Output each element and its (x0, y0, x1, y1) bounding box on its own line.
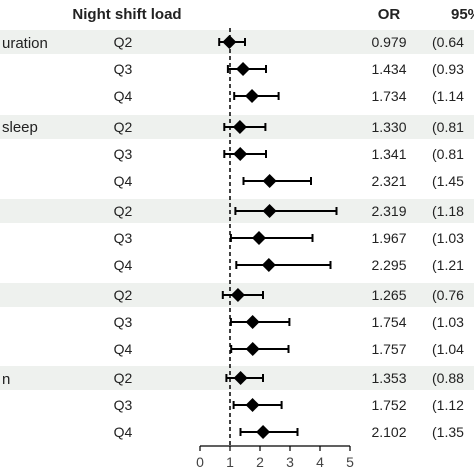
or-point-g1-q4 (262, 174, 277, 188)
ci-value-g2-q2: (1.18 (432, 203, 464, 219)
or-value-g3-q4: 1.757 (371, 341, 406, 357)
ci-value-g3-q3: (1.03 (432, 314, 464, 330)
quartile-label-g2-q2: Q2 (114, 203, 133, 219)
ci-value-g3-q4: (1.04 (432, 341, 464, 357)
group-label-fifth: n (2, 371, 10, 388)
x-tick-label-3: 3 (286, 454, 294, 470)
header-ci: 95% (451, 6, 474, 23)
header-or: OR (378, 6, 401, 23)
quartile-label-g0-q4: Q4 (114, 88, 133, 104)
or-point-g2-q2 (262, 204, 277, 218)
ci-value-g4-q2: (0.88 (432, 370, 464, 386)
quartile-label-g4-q3: Q3 (114, 397, 133, 413)
or-point-g0-q3 (236, 62, 251, 76)
or-point-g4-q4 (256, 425, 271, 439)
x-tick-label-4: 4 (316, 454, 324, 470)
ci-value-g0-q3: (0.93 (432, 61, 464, 77)
x-tick-label-5: 5 (346, 454, 354, 470)
or-value-g4-q4: 2.102 (371, 424, 406, 440)
or-point-g0-q4 (245, 89, 260, 103)
or-point-g2-q3 (252, 231, 267, 245)
x-tick-label-0: 0 (196, 454, 204, 470)
or-point-g4-q2 (233, 371, 248, 385)
or-value-g4-q2: 1.353 (371, 370, 406, 386)
group-label-duration: uration (2, 35, 48, 52)
or-value-g2-q2: 2.319 (371, 203, 406, 219)
ci-value-g4-q4: (1.35 (432, 424, 464, 440)
group-label-sleep: sleep (2, 119, 38, 136)
or-value-g4-q3: 1.752 (371, 397, 406, 413)
quartile-label-g2-q3: Q3 (114, 230, 133, 246)
ci-value-g2-q4: (1.21 (432, 257, 464, 273)
or-point-g3-q4 (245, 342, 260, 356)
quartile-label-g0-q2: Q2 (114, 34, 133, 50)
or-value-g3-q3: 1.754 (371, 314, 406, 330)
quartile-label-g3-q4: Q4 (114, 341, 133, 357)
or-point-g4-q3 (245, 398, 260, 412)
header-night-shift-load: Night shift load (72, 6, 181, 23)
or-value-g1-q3: 1.341 (371, 146, 406, 162)
or-value-g1-q2: 1.330 (371, 119, 406, 135)
x-axis: 0 1 2 3 4 5 (196, 445, 354, 470)
or-value-g0-q3: 1.434 (371, 61, 406, 77)
quartile-label-g1-q4: Q4 (114, 173, 133, 189)
ci-value-g1-q3: (0.81 (432, 146, 464, 162)
ci-value-g2-q3: (1.03 (432, 230, 464, 246)
or-value-g1-q4: 2.321 (371, 173, 406, 189)
quartile-label-g0-q3: Q3 (114, 61, 133, 77)
data-rows: Q2 0.979 (0.64 Q3 1.434 (0.93 Q4 1.734 (1.14 Q2 1.… (114, 34, 464, 440)
or-value-g3-q2: 1.265 (371, 287, 406, 303)
ci-value-g0-q2: (0.64 (432, 34, 464, 50)
or-value-g0-q4: 1.734 (371, 88, 406, 104)
quartile-label-g1-q2: Q2 (114, 119, 133, 135)
or-point-g1-q2 (232, 120, 247, 134)
x-tick-label-2: 2 (256, 454, 264, 470)
ci-value-g1-q4: (1.45 (432, 173, 464, 189)
or-point-g1-q3 (233, 147, 248, 161)
or-value-g0-q2: 0.979 (371, 34, 406, 50)
quartile-label-g4-q4: Q4 (114, 424, 133, 440)
x-tick-label-1: 1 (226, 454, 234, 470)
quartile-label-g4-q2: Q2 (114, 370, 133, 386)
or-value-g2-q3: 1.967 (371, 230, 406, 246)
or-point-g3-q3 (245, 315, 260, 329)
quartile-label-g2-q4: Q4 (114, 257, 133, 273)
ci-value-g3-q2: (0.76 (432, 287, 464, 303)
or-point-g3-q2 (230, 288, 245, 302)
ci-value-g1-q2: (0.81 (432, 119, 464, 135)
ci-value-g4-q3: (1.12 (432, 397, 464, 413)
ci-value-g0-q4: (1.14 (432, 88, 464, 104)
quartile-label-g1-q3: Q3 (114, 146, 133, 162)
quartile-label-g3-q2: Q2 (114, 287, 133, 303)
quartile-label-g3-q3: Q3 (114, 314, 133, 330)
or-point-g2-q4 (261, 258, 276, 272)
or-value-g2-q4: 2.295 (371, 257, 406, 273)
